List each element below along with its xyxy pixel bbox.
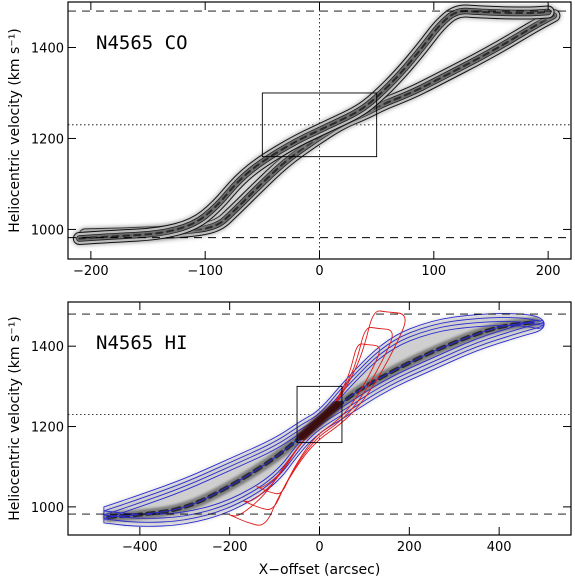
y-axis-title: Heliocentric velocity (km s⁻¹) [7, 28, 23, 233]
x-tick-label: 0 [315, 264, 323, 279]
x-tick-label: −200 [212, 540, 248, 555]
plot-area [68, 2, 571, 259]
panel-label: N4565 CO [96, 32, 188, 54]
y-axis-title: Heliocentric velocity (km s⁻¹) [7, 316, 23, 521]
x-axis-title: X−offset (arcsec) [259, 562, 381, 578]
y-tick-label: 1400 [31, 41, 64, 56]
co-panel: −200 −100 0 100 200 1000 1200 1400 N4565 CO Helio… [7, 1, 572, 279]
central-core [297, 399, 342, 442]
hi-contour [103, 319, 545, 520]
central-region-box [261, 92, 378, 158]
x-tick-label: −200 [73, 264, 109, 279]
hi-panel: −400 −200 0 200 400 1000 1200 1400 N4565 HI Helio… [7, 301, 572, 578]
x-tick-label: 0 [315, 540, 323, 555]
y-tick-label: 1000 [31, 223, 64, 238]
panel-label: N4565 HI [96, 332, 188, 354]
x-tick-label: 100 [421, 264, 446, 279]
plot-area [68, 302, 571, 535]
y-tick-label: 1200 [31, 132, 64, 147]
co-overlay-contour [243, 327, 393, 510]
co-peak [78, 10, 550, 240]
x-tick-label: 200 [397, 540, 422, 555]
x-tick-label: −400 [122, 540, 158, 555]
hi-contour [103, 317, 545, 523]
x-tick-label: 200 [536, 264, 561, 279]
co-overlay-contour [256, 343, 380, 495]
co-overlay-contour [229, 310, 406, 526]
x-tick-label: −100 [187, 264, 223, 279]
hi-contour [103, 313, 545, 527]
y-tick-label: 1000 [31, 501, 64, 516]
x-tick-label: 400 [487, 540, 512, 555]
co-peak [84, 14, 555, 236]
central-region-box [296, 385, 343, 444]
y-tick-label: 1200 [31, 421, 64, 436]
y-tick-label: 1400 [31, 340, 64, 355]
